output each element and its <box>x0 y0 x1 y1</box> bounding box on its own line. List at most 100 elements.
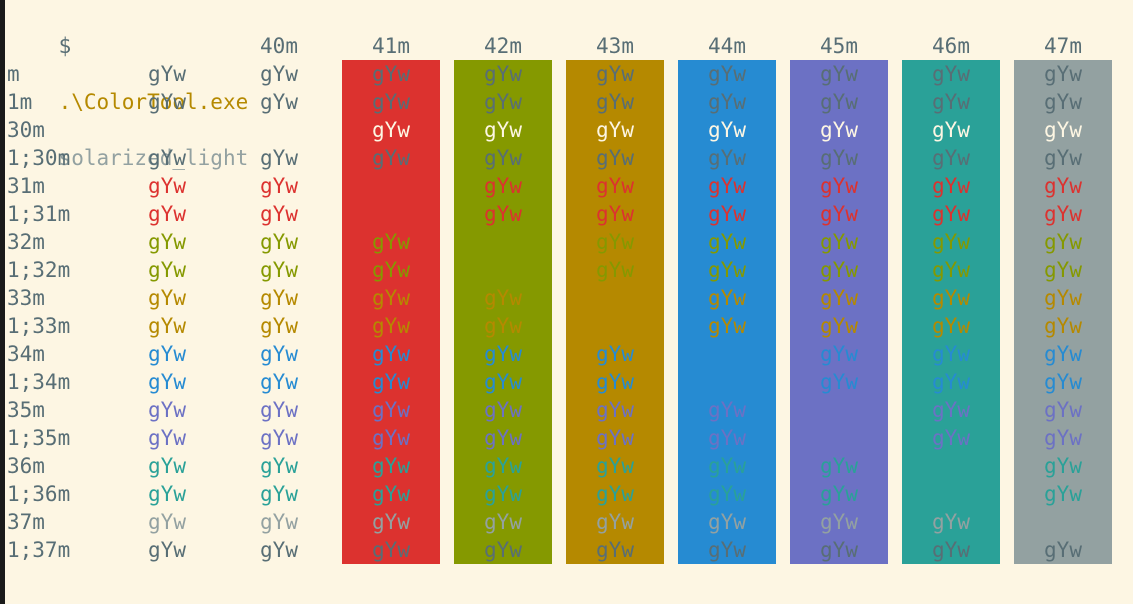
sample-cell: gYw <box>596 174 634 198</box>
sample-cell: gYw <box>260 314 298 338</box>
sample-cell: gYw <box>932 286 970 310</box>
sample-cell: gYw <box>708 510 746 534</box>
sample-cell: gYw <box>1044 482 1082 506</box>
sample-cell: gYw <box>484 538 522 562</box>
sample-cell: gYw <box>596 538 634 562</box>
sample-cell: gYw <box>708 62 746 86</box>
sample-cell: gYw <box>484 398 522 422</box>
sample-cell: gYw <box>260 454 298 478</box>
sample-cell: gYw <box>932 258 970 282</box>
sample-cell: gYw <box>596 454 634 478</box>
sample-cell: gYw <box>372 370 410 394</box>
sample-cell: gYw <box>1044 314 1082 338</box>
sample-cell: gYw <box>148 370 186 394</box>
sample-cell: gYw <box>708 426 746 450</box>
sample-cell: gYw <box>932 314 970 338</box>
sample-cell: gYw <box>708 174 746 198</box>
background-column-41m <box>342 60 440 564</box>
sample-cell: gYw <box>1044 62 1082 86</box>
sample-cell: gYw <box>596 342 634 366</box>
sample-cell: gYw <box>1044 426 1082 450</box>
sample-cell: gYw <box>596 370 634 394</box>
row-label: 31m <box>7 174 45 198</box>
sample-cell: gYw <box>596 202 634 226</box>
sample-cell: gYw <box>372 258 410 282</box>
sample-cell: gYw <box>372 90 410 114</box>
sample-cell: gYw <box>932 90 970 114</box>
sample-cell: gYw <box>932 342 970 366</box>
sample-cell: gYw <box>820 230 858 254</box>
sample-cell: gYw <box>372 286 410 310</box>
sample-cell: gYw <box>260 146 298 170</box>
sample-cell: gYw <box>596 230 634 254</box>
sample-cell: gYw <box>260 510 298 534</box>
background-column-45m <box>790 60 888 564</box>
sample-cell: gYw <box>148 286 186 310</box>
sample-cell: gYw <box>932 398 970 422</box>
sample-cell: gYw <box>372 62 410 86</box>
sample-cell: gYw <box>1044 118 1082 142</box>
sample-cell: gYw <box>484 370 522 394</box>
sample-cell: gYw <box>708 398 746 422</box>
sample-cell: gYw <box>932 426 970 450</box>
sample-cell: gYw <box>820 258 858 282</box>
sample-cell: gYw <box>372 482 410 506</box>
sample-cell: gYw <box>484 482 522 506</box>
row-label: 1;32m <box>7 258 71 282</box>
sample-cell: gYw <box>708 538 746 562</box>
sample-cell: gYw <box>708 118 746 142</box>
background-column-43m <box>566 60 664 564</box>
column-header: 44m <box>708 34 746 58</box>
sample-cell: gYw <box>820 146 858 170</box>
sample-cell: gYw <box>820 118 858 142</box>
sample-cell: gYw <box>596 398 634 422</box>
sample-cell: gYw <box>372 314 410 338</box>
sample-cell: gYw <box>596 90 634 114</box>
sample-cell: gYw <box>596 510 634 534</box>
background-column-42m <box>454 60 552 564</box>
sample-cell: gYw <box>484 174 522 198</box>
row-label: 1;34m <box>7 370 71 394</box>
sample-cell: gYw <box>260 370 298 394</box>
row-label: 1;33m <box>7 314 71 338</box>
sample-cell: gYw <box>596 146 634 170</box>
column-header: 42m <box>484 34 522 58</box>
sample-cell: gYw <box>708 202 746 226</box>
sample-cell: gYw <box>1044 146 1082 170</box>
sample-cell: gYw <box>932 370 970 394</box>
sample-cell: gYw <box>708 90 746 114</box>
sample-cell: gYw <box>820 314 858 338</box>
sample-cell: gYw <box>484 62 522 86</box>
prompt-command: .\ColorTool.exe <box>58 90 249 114</box>
sample-cell: gYw <box>148 342 186 366</box>
sample-cell: gYw <box>708 230 746 254</box>
sample-cell: gYw <box>260 230 298 254</box>
row-label: 33m <box>7 286 45 310</box>
sample-cell: gYw <box>484 510 522 534</box>
sample-cell: gYw <box>1044 258 1082 282</box>
sample-cell: gYw <box>820 454 858 478</box>
row-label: 1;35m <box>7 426 71 450</box>
sample-cell: gYw <box>372 118 410 142</box>
prompt-argument: solarized_light <box>58 146 249 170</box>
sample-cell: gYw <box>372 538 410 562</box>
sample-cell: gYw <box>484 426 522 450</box>
sample-cell: gYw <box>260 258 298 282</box>
sample-cell: gYw <box>708 482 746 506</box>
sample-cell: gYw <box>820 538 858 562</box>
sample-cell: gYw <box>372 146 410 170</box>
sample-cell: gYw <box>372 398 410 422</box>
sample-cell: gYw <box>148 482 186 506</box>
sample-cell: gYw <box>260 286 298 310</box>
column-header: 45m <box>820 34 858 58</box>
sample-cell: gYw <box>1044 90 1082 114</box>
sample-cell: gYw <box>596 62 634 86</box>
sample-cell: gYw <box>932 174 970 198</box>
row-label: 1;30m <box>7 146 71 170</box>
sample-cell: gYw <box>148 426 186 450</box>
sample-cell: gYw <box>484 454 522 478</box>
sample-cell: gYw <box>596 426 634 450</box>
sample-cell: gYw <box>484 314 522 338</box>
sample-cell: gYw <box>484 342 522 366</box>
